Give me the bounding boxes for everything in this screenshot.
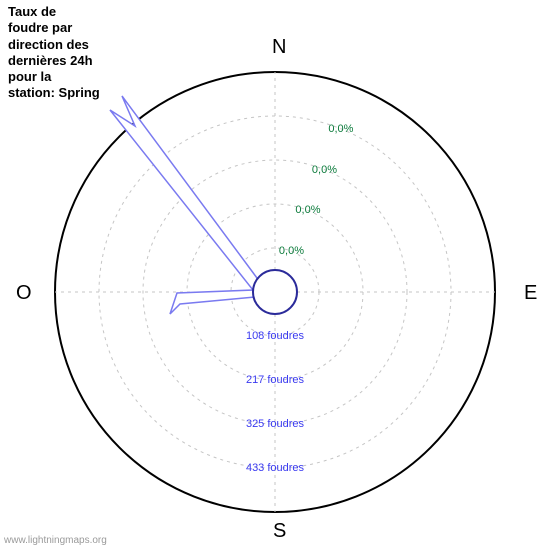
dir-label-n: N — [272, 36, 286, 59]
attribution-text: www.lightningmaps.org — [4, 535, 107, 546]
dir-label-o: O — [16, 282, 32, 305]
foudres-label-0: 108 foudres — [246, 330, 304, 342]
pct-label-3: 0,0% — [328, 123, 353, 135]
pct-label-0: 0,0% — [279, 245, 304, 257]
chart-title: Taux de foudre par direction des dernièr… — [8, 4, 100, 102]
foudres-label-2: 325 foudres — [246, 418, 304, 430]
dir-label-e: E — [524, 282, 537, 305]
foudres-label-1: 217 foudres — [246, 374, 304, 386]
pct-label-2: 0,0% — [312, 164, 337, 176]
foudres-label-3: 433 foudres — [246, 462, 304, 474]
dir-label-s: S — [273, 520, 286, 543]
pct-label-1: 0,0% — [295, 204, 320, 216]
